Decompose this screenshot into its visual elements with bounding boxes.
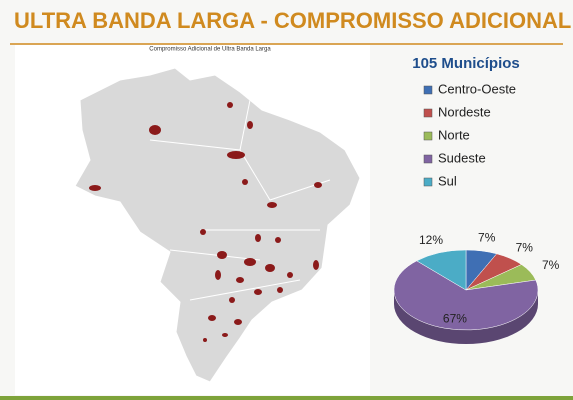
spot: [200, 229, 206, 235]
spot: [267, 202, 277, 208]
legend-swatch: [423, 108, 433, 118]
data-label: 67%: [443, 311, 467, 325]
legend-label: Centro-Oeste: [438, 81, 516, 96]
legend-swatch: [423, 131, 433, 141]
spot: [313, 260, 319, 270]
legend-swatch: [423, 177, 433, 187]
municipality-spots: [89, 102, 322, 342]
slide-title: ULTRA BANDA LARGA - COMPROMISSO ADICIONA…: [14, 8, 571, 33]
brazil-map: [74, 67, 361, 383]
legend-label: Sul: [438, 173, 457, 188]
pie-slice-side: [394, 290, 538, 344]
pie-slice: [393, 260, 539, 331]
legend-label: Sudeste: [438, 150, 486, 165]
legend: Centro-Oeste Nordeste Norte Sudeste Sul: [423, 81, 516, 188]
spot: [314, 182, 322, 188]
legend-label: Norte: [438, 127, 470, 142]
spot: [222, 333, 228, 337]
legend-swatch: [423, 85, 433, 95]
legend-label: Nordeste: [438, 104, 491, 119]
spot: [229, 297, 235, 303]
spot: [236, 277, 244, 283]
spot: [242, 179, 248, 185]
data-label: 7%: [478, 231, 496, 245]
pie: 7% 7% 7% 67% 12%: [393, 231, 560, 344]
spot: [215, 270, 221, 280]
spot: [247, 121, 253, 129]
footer-stripe: [0, 396, 573, 400]
spot: [265, 264, 275, 272]
pie-title: 105 Municípios: [412, 55, 520, 72]
data-label: 7%: [542, 258, 560, 272]
spot: [89, 185, 101, 191]
map-title: Compromisso Adicional de Ultra Banda Lar…: [149, 47, 271, 53]
data-label: 7%: [516, 240, 534, 254]
spot: [255, 234, 261, 242]
spot: [149, 125, 161, 135]
spot: [203, 338, 207, 342]
spot: [277, 287, 283, 293]
spot: [244, 258, 256, 266]
country-outline: [74, 67, 361, 383]
spot: [227, 102, 233, 108]
state-borders: [149, 99, 331, 301]
spot: [254, 289, 262, 295]
spot: [217, 251, 227, 259]
spot: [208, 315, 216, 321]
spot: [287, 272, 293, 278]
spot: [234, 319, 242, 325]
data-label: 12%: [419, 233, 443, 247]
pie-slice: [416, 249, 467, 291]
legend-swatch: [423, 154, 433, 164]
spot: [227, 151, 245, 159]
spot: [275, 237, 281, 243]
